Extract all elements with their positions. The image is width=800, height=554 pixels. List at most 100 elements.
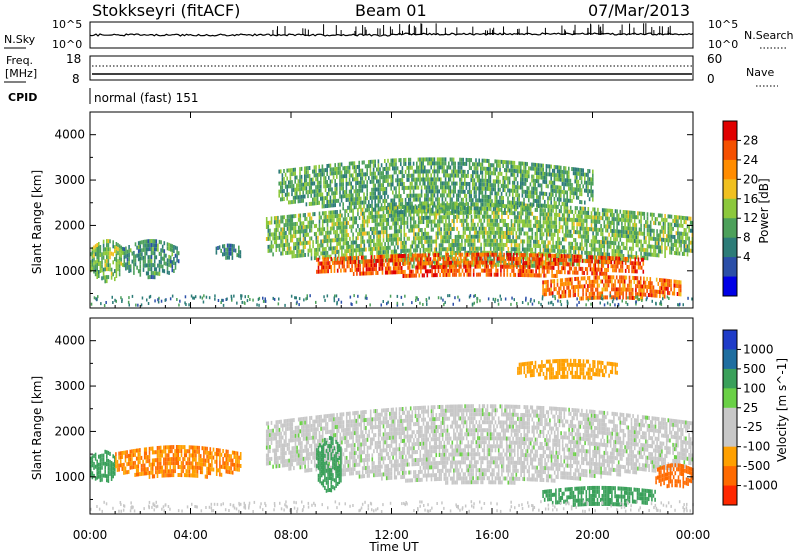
heatmap-cell xyxy=(662,233,665,238)
heatmap-cell xyxy=(488,206,490,211)
heatmap-cell xyxy=(385,166,388,171)
heatmap-cell xyxy=(137,249,140,254)
heatmap-cell xyxy=(581,210,583,215)
heatmap-cell xyxy=(629,218,631,223)
heatmap-cell xyxy=(363,247,366,252)
heatmap-cell xyxy=(628,295,631,300)
heatmap-cell xyxy=(688,224,690,229)
heatmap-cell xyxy=(629,261,632,266)
heatmap-cell xyxy=(593,211,596,216)
heatmap-cell xyxy=(550,248,553,253)
heatmap-cell xyxy=(312,244,314,249)
heatmap-cell xyxy=(355,201,357,206)
heatmap-cell xyxy=(358,184,360,189)
heatmap-cell xyxy=(312,169,314,174)
heatmap-cell xyxy=(336,234,338,238)
heatmap-cell xyxy=(107,275,110,280)
heatmap-cell xyxy=(633,280,636,284)
heatmap-cell xyxy=(360,255,363,260)
heatmap-cell xyxy=(427,169,429,174)
heatmap-cell xyxy=(422,161,424,166)
heatmap-cell xyxy=(521,247,524,252)
heatmap-cell xyxy=(541,232,543,237)
heatmap-cell xyxy=(321,247,324,252)
heatmap-cell xyxy=(296,175,298,180)
heatmap-cell xyxy=(93,261,95,266)
heatmap-cell xyxy=(118,268,121,273)
heatmap-cell xyxy=(308,182,311,186)
heatmap-cell xyxy=(395,217,398,222)
heatmap-cell xyxy=(581,258,584,263)
heatmap-cell xyxy=(568,245,570,250)
heatmap-cell xyxy=(500,256,502,261)
heatmap-cell xyxy=(336,210,338,214)
heatmap-cell xyxy=(673,279,676,284)
heatmap-cell xyxy=(646,244,649,249)
heatmap-cell xyxy=(627,214,630,219)
heatmap-cell xyxy=(571,233,574,238)
heatmap-cell xyxy=(675,251,678,256)
heatmap-cell xyxy=(341,213,343,218)
heatmap-cell xyxy=(152,243,154,248)
heatmap-cell xyxy=(528,219,530,224)
heatmap-cell xyxy=(366,168,368,173)
heatmap-cell xyxy=(565,229,567,234)
heatmap-cell xyxy=(352,173,354,178)
heatmap-cell xyxy=(381,218,383,223)
heatmap-cell xyxy=(169,247,172,252)
heatmap-cell xyxy=(396,210,399,215)
nsky-left-tick-bottom: 10^0 xyxy=(52,38,82,51)
heatmap-cell xyxy=(419,236,422,241)
heatmap-cell xyxy=(673,235,676,239)
heatmap-cell xyxy=(93,257,95,262)
heatmap-cell xyxy=(265,217,268,221)
heatmap-cell xyxy=(334,195,336,200)
heatmap-cell xyxy=(565,221,567,226)
heatmap-cell xyxy=(361,239,364,244)
heatmap-cell xyxy=(336,186,338,191)
heatmap-cell xyxy=(539,212,542,217)
heatmap-cell xyxy=(649,220,652,225)
heatmap-cell xyxy=(649,224,652,229)
heatmap-cell xyxy=(616,253,618,258)
heatmap-cell xyxy=(428,161,431,166)
heatmap-cell xyxy=(334,222,337,227)
heatmap-cell xyxy=(673,219,676,223)
heatmap-cell xyxy=(374,214,377,219)
heatmap-cell xyxy=(413,236,415,241)
heatmap-cell xyxy=(542,212,545,217)
heatmap-cell xyxy=(643,223,646,228)
heatmap-cell xyxy=(337,221,340,226)
heatmap-cell xyxy=(382,199,384,204)
heatmap-cell xyxy=(384,206,386,211)
heatmap-cell xyxy=(385,190,388,195)
heatmap-cell xyxy=(496,250,498,255)
heatmap-cell xyxy=(374,183,376,188)
heatmap-cell xyxy=(413,216,415,221)
heatmap-cell xyxy=(326,230,329,235)
heatmap-cell xyxy=(321,255,324,260)
heatmap-cell xyxy=(403,244,406,249)
heatmap-cell xyxy=(680,215,682,220)
heatmap-cell xyxy=(373,267,376,272)
heatmap-cell xyxy=(579,218,582,223)
heatmap-cell xyxy=(358,192,360,197)
heatmap-cell xyxy=(385,210,388,214)
heatmap-cell xyxy=(566,225,569,230)
heatmap-cell xyxy=(453,215,455,219)
heatmap-cell xyxy=(639,280,642,285)
heatmap-cell xyxy=(597,227,599,232)
heatmap-cell xyxy=(446,247,449,252)
heatmap-cell xyxy=(368,211,370,216)
heatmap-cell xyxy=(675,283,677,288)
heatmap-cell xyxy=(458,260,461,265)
heatmap-cell xyxy=(486,242,489,247)
heatmap-cell xyxy=(573,230,575,234)
heatmap-cell xyxy=(594,271,597,276)
heatmap-cell xyxy=(304,194,306,199)
heatmap-cell xyxy=(326,214,329,219)
heatmap-cell xyxy=(323,176,325,181)
heatmap-cell xyxy=(344,249,346,254)
heatmap-cell xyxy=(362,263,365,268)
heatmap-cell xyxy=(136,265,138,270)
